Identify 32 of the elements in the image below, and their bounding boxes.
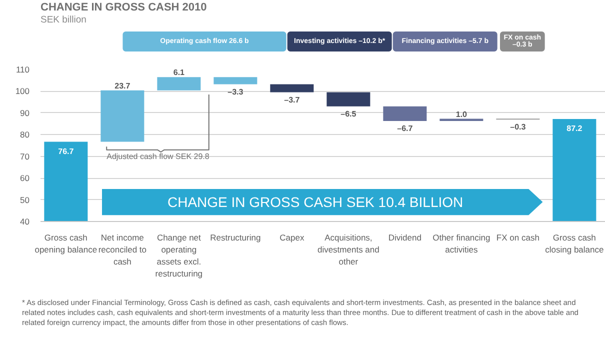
data-label: –6.7 <box>397 124 414 133</box>
data-label: 76.7 <box>58 146 74 156</box>
chart-title: CHANGE IN GROSS CASH 2010 <box>40 2 207 14</box>
data-label: 1.0 <box>456 110 468 119</box>
x-tick-label: Other financing activities <box>432 232 491 254</box>
data-label: –3.3 <box>228 87 244 96</box>
data-label: 23.7 <box>114 81 131 90</box>
data-label: 87.2 <box>566 124 583 134</box>
x-tick-label: Net income reconciled to cash <box>98 232 147 266</box>
chart-subtitle: SEK billion <box>40 14 86 26</box>
x-tick-label: Acquisitions, divestments and other <box>317 232 380 266</box>
x-tick-label: Dividend <box>388 232 422 242</box>
x-tick-label: Change net operating assets excl. restructuring <box>155 232 203 278</box>
data-label: –3.7 <box>284 95 300 104</box>
y-tick-label: 50 <box>20 194 30 205</box>
x-tick-label: Gross cash closing balance <box>545 232 604 254</box>
y-tick-label: 70 <box>20 151 30 162</box>
x-tick-label: FX on cash <box>496 232 540 242</box>
annotation: Adjusted cash flow SEK 29.8 <box>106 152 210 161</box>
data-label: 6.1 <box>173 68 186 78</box>
y-tick-label: 40 <box>20 216 30 226</box>
y-tick-label: 110 <box>16 64 30 74</box>
y-tick-label: 80 <box>20 130 30 140</box>
y-tick-label: 100 <box>15 86 30 96</box>
y-tick-label: 60 <box>20 173 30 184</box>
data-label: –0.3 <box>510 122 526 132</box>
annotation: CHANGE IN GROSS CASH SEK 10.4 BILLION <box>166 194 463 210</box>
x-tick-label: Restructuring <box>210 232 261 242</box>
x-tick-label: Gross cash opening balance <box>34 232 98 254</box>
x-tick-label: Capex <box>280 232 305 242</box>
y-tick-label: 90 <box>20 108 30 118</box>
data-label: –6.5 <box>340 109 357 118</box>
